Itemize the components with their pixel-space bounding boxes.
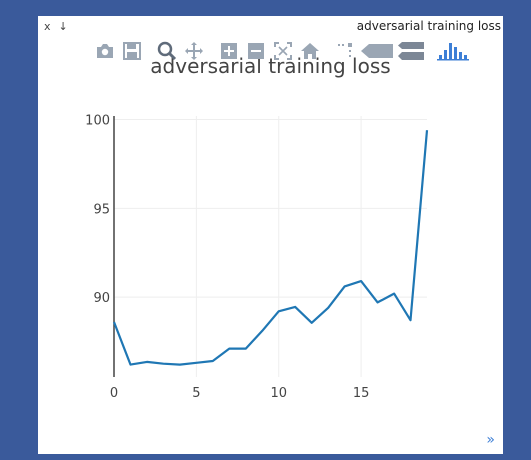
modebar (94, 40, 476, 62)
spikelines-icon[interactable] (334, 41, 356, 61)
autoscale-icon[interactable] (272, 41, 294, 61)
y-tick-label-2: 100 (85, 114, 110, 129)
x-tick-label-1: 5 (192, 386, 200, 401)
hover-closest-icon[interactable] (361, 41, 393, 61)
pan-icon[interactable] (183, 41, 205, 61)
close-button[interactable]: x (44, 20, 51, 33)
zoom-out-icon[interactable] (245, 41, 267, 61)
save-icon[interactable] (121, 41, 143, 61)
pin-button[interactable]: ↓ (58, 20, 68, 33)
camera-icon[interactable] (94, 41, 116, 61)
zoom-in-icon[interactable] (218, 41, 240, 61)
home-icon[interactable] (299, 41, 321, 61)
zoom-icon[interactable] (156, 41, 178, 61)
hover-compare-icon[interactable] (398, 41, 424, 61)
y-tick-label-1: 95 (93, 202, 110, 217)
expand-link[interactable]: » (486, 432, 495, 448)
window-controls: x ↓ (44, 20, 68, 34)
x-tick-label-3: 15 (353, 386, 370, 401)
line-chart: 0 5 10 15 90 95 100 (85, 114, 429, 401)
plot-panel: x ↓ adversarial training loss 0 5 10 15 90 95… (38, 16, 503, 454)
window-title: adversarial training loss (356, 19, 501, 33)
series-line-0 (112, 130, 429, 366)
chart-title: adversarial training loss (150, 54, 391, 78)
plotly-logo-icon[interactable] (437, 41, 471, 61)
x-tick-label-2: 10 (270, 386, 287, 401)
x-tick-label-0: 0 (110, 386, 118, 401)
y-tick-label-0: 90 (93, 291, 110, 306)
